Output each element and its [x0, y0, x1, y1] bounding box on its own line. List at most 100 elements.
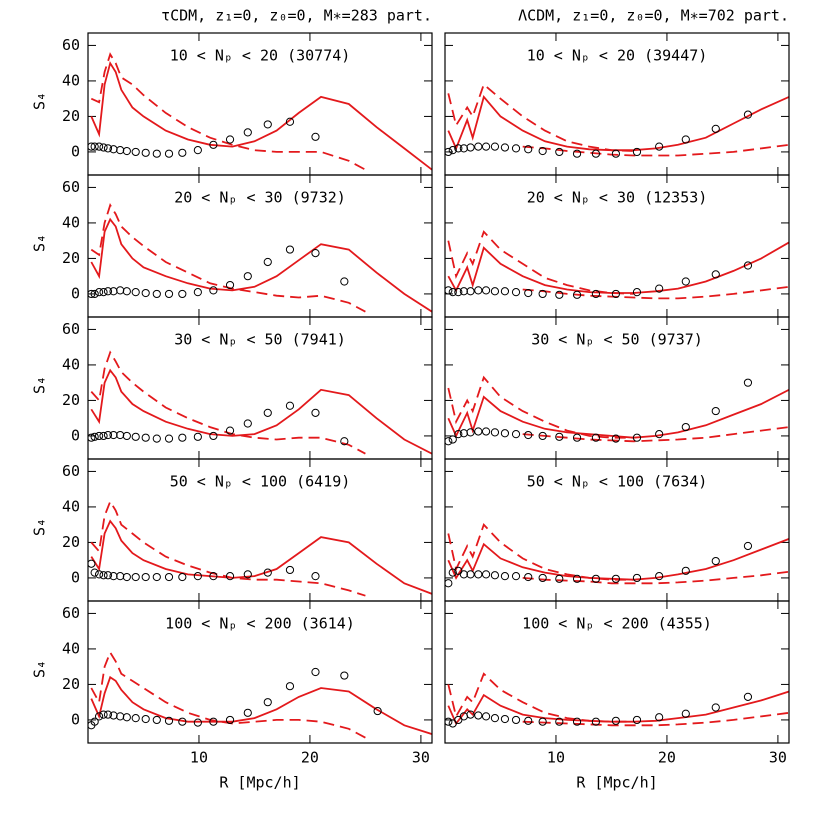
y-tick-label: 0: [71, 568, 80, 586]
data-point: [122, 146, 131, 156]
data-point: [481, 712, 491, 721]
data-point: [490, 571, 500, 580]
data-point: [474, 142, 483, 151]
data-point: [94, 712, 104, 721]
data-point: [122, 287, 131, 296]
y-tick-label: 60: [62, 604, 80, 622]
x-tick-label: 30: [769, 749, 787, 767]
data-point: [285, 682, 295, 691]
solid-line: [447, 538, 789, 581]
data-point: [193, 718, 202, 727]
panel-label: 50 < Nₚ < 100 (7634): [527, 473, 708, 491]
data-point: [263, 120, 272, 129]
data-point: [490, 428, 500, 437]
data-point: [103, 287, 113, 296]
data-point: [311, 572, 320, 581]
data-point: [164, 716, 174, 725]
data-point: [131, 714, 140, 723]
data-point: [524, 716, 533, 725]
data-point: [711, 556, 720, 566]
plot-area: [445, 672, 789, 728]
data-point: [481, 427, 491, 436]
data-point: [141, 714, 150, 724]
data-point: [511, 715, 521, 725]
solid-line: [447, 388, 789, 439]
y-tick-label: 0: [71, 426, 80, 444]
y-tick-label: 0: [71, 710, 80, 728]
data-point: [591, 433, 601, 442]
data-point: [99, 571, 108, 580]
data-point: [225, 572, 235, 581]
dashed-line: [522, 143, 789, 157]
panel-label: 10 < Nₚ < 20 (39447): [527, 47, 708, 65]
data-point: [94, 288, 104, 297]
data-point: [445, 286, 453, 295]
dashed-line: [447, 82, 634, 152]
data-point: [116, 286, 125, 295]
data-point: [178, 433, 187, 442]
data-point: [500, 143, 510, 152]
data-point: [116, 712, 125, 721]
data-point: [448, 146, 457, 155]
x-axis-label: R [Mpc/h]: [219, 774, 300, 792]
data-point: [743, 692, 753, 701]
data-point: [90, 142, 99, 151]
data-point: [448, 435, 457, 444]
data-point: [474, 711, 483, 720]
panel: 50 < Nₚ < 100 (7634): [444, 458, 790, 602]
y-tick-label: 20: [62, 249, 80, 267]
data-point: [445, 147, 453, 157]
plot-area: [88, 650, 432, 739]
y-tick-label: 0: [71, 142, 80, 160]
plot-area: [445, 523, 789, 588]
data-point: [511, 288, 521, 297]
data-point: [490, 287, 500, 296]
data-point: [209, 140, 218, 149]
data-point: [454, 430, 463, 439]
y-axis-label: S₄: [31, 234, 49, 252]
data-point: [99, 710, 108, 719]
data-point: [459, 144, 468, 153]
x-tick-label: 10: [190, 749, 208, 767]
dashed-line: [447, 375, 634, 439]
data-point: [193, 572, 202, 581]
data-point: [474, 427, 483, 436]
data-point: [99, 288, 108, 297]
data-point: [90, 717, 99, 726]
data-point: [311, 249, 320, 258]
data-point: [500, 429, 510, 438]
x-tick-label: 10: [547, 749, 565, 767]
data-point: [511, 144, 521, 153]
data-point: [243, 708, 252, 717]
data-point: [99, 431, 108, 441]
data-point: [445, 437, 453, 446]
data-point: [152, 434, 161, 443]
data-point: [90, 432, 99, 441]
y-tick-label: 60: [62, 36, 80, 54]
data-point: [466, 143, 475, 152]
data-point: [611, 716, 620, 725]
data-point: [572, 149, 582, 158]
solid-line: [90, 519, 432, 595]
data-point: [285, 401, 295, 410]
data-point: [474, 570, 483, 579]
solid-line: [447, 690, 789, 726]
solid-line: [90, 675, 432, 735]
data-point: [90, 568, 99, 577]
data-point: [103, 430, 113, 440]
data-point: [632, 288, 642, 297]
y-axis-label: S₄: [31, 92, 49, 110]
panel: 10 20 30 100 < Nₚ < 200 (4355) R [Mpc/h]: [444, 600, 790, 792]
dashed-line: [447, 523, 634, 581]
data-point: [743, 378, 753, 387]
data-point: [743, 261, 753, 270]
data-point: [141, 148, 150, 157]
data-point: [99, 143, 108, 152]
data-point: [466, 428, 475, 437]
panel: 0 20 40 60 10 20 30 100 < Nₚ < 200 (3614) S₄ R [M…: [31, 600, 433, 792]
panel: 0 20 40 60 10 < Nₚ < 20 (30774) τCDM, z₁=0, z…: [31, 7, 433, 176]
data-point: [524, 572, 533, 582]
data-point: [340, 437, 349, 446]
dashed-line: [90, 650, 366, 739]
data-point: [141, 572, 150, 582]
